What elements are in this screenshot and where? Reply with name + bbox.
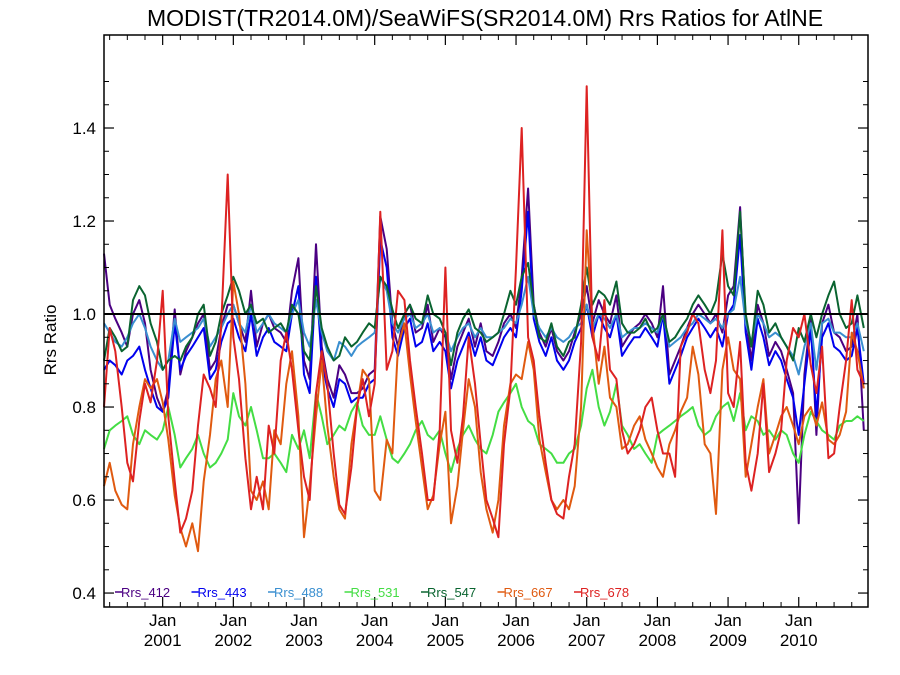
chart-title: MODIST(TR2014.0M)/SeaWiFS(SR2014.0M) Rrs… <box>147 5 823 31</box>
y-tick-label: 1.2 <box>72 212 96 231</box>
series-line-rrs-531 <box>103 368 865 474</box>
y-tick-label: 1.0 <box>72 305 96 324</box>
x-tick-label-year: 2009 <box>709 631 747 650</box>
x-tick-label-month: Jan <box>573 611 600 630</box>
axes-layer: 0.40.60.81.01.21.4Jan2001Jan2002Jan2003J… <box>72 34 869 650</box>
legend-entry-rrs-667: Rrs_667 <box>504 585 553 600</box>
x-tick-label-year: 2010 <box>780 631 818 650</box>
legend-entry-rrs-678: Rrs_678 <box>580 585 629 600</box>
legend-entry-rrs-412: Rrs_412 <box>121 585 170 600</box>
x-tick-label-year: 2007 <box>568 631 606 650</box>
series-line-rrs-443 <box>103 210 865 436</box>
y-tick-label: 0.8 <box>72 398 96 417</box>
x-tick-label-month: Jan <box>361 611 388 630</box>
y-tick-label: 0.4 <box>72 584 96 603</box>
series-line-rrs-678 <box>103 85 865 539</box>
x-tick-label-month: Jan <box>432 611 459 630</box>
series-layer <box>103 85 865 553</box>
x-tick-label-month: Jan <box>290 611 317 630</box>
y-axis-label: Rrs Ratio <box>41 305 60 376</box>
series-line-rrs-488 <box>103 275 865 376</box>
x-tick-label-month: Jan <box>149 611 176 630</box>
series-line-rrs-547 <box>103 210 865 371</box>
x-tick-label-month: Jan <box>785 611 812 630</box>
y-tick-label: 1.4 <box>72 119 96 138</box>
legend-entry-rrs-443: Rrs_443 <box>198 585 247 600</box>
legend-entry-rrs-547: Rrs_547 <box>427 585 476 600</box>
plot-frame <box>103 34 869 608</box>
x-tick-label-year: 2002 <box>214 631 252 650</box>
x-tick-label-year: 2003 <box>285 631 323 650</box>
x-tick-label-year: 2005 <box>426 631 464 650</box>
x-tick-label-year: 2008 <box>638 631 676 650</box>
legend-entry-rrs-531: Rrs_531 <box>351 585 400 600</box>
x-tick-label-year: 2006 <box>497 631 535 650</box>
x-tick-label-month: Jan <box>644 611 671 630</box>
x-tick-label-month: Jan <box>220 611 247 630</box>
x-tick-label-year: 2004 <box>356 631 394 650</box>
legend: Rrs_412 Rrs_443 Rrs_488 Rrs_531 Rrs_547 Rrs_6… <box>115 585 629 600</box>
x-tick-label-month: Jan <box>502 611 529 630</box>
x-tick-label-year: 2001 <box>144 631 182 650</box>
y-tick-label: 0.6 <box>72 491 96 510</box>
legend-entry-rrs-488: Rrs_488 <box>274 585 323 600</box>
x-tick-label-month: Jan <box>714 611 741 630</box>
